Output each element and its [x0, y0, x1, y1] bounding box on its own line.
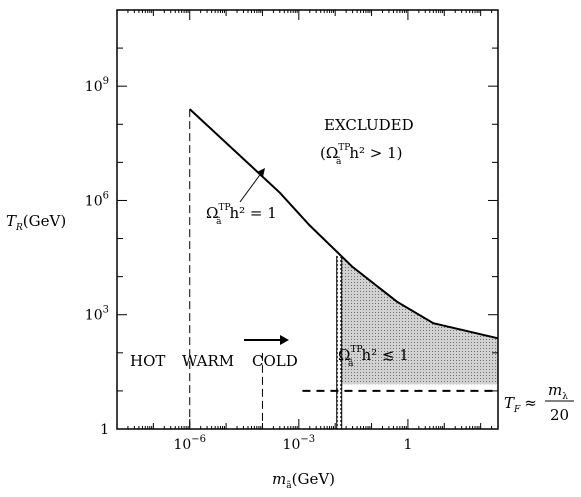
curve-label-arrow — [239, 171, 263, 203]
y-tick-label-exp: 9 — [103, 76, 109, 87]
y-tick-label-exp: 6 — [103, 190, 109, 201]
boundary-hatched-2 — [336, 255, 342, 429]
x-tick-label-base: 10 — [283, 437, 301, 453]
excluded-label: EXCLUDED — [324, 116, 414, 134]
tf-label-approx: ≈ — [524, 394, 537, 412]
curve-label: ΩTP ã h² = 1 — [206, 203, 277, 227]
shaded-label-sub: ã — [348, 358, 354, 369]
x-tick-label-exp: −3 — [300, 434, 315, 445]
tf-num-sub: λ — [562, 392, 568, 402]
y-axis-title-main: T — [6, 212, 17, 230]
tf-denominator: 20 — [550, 406, 569, 424]
shaded-label-sup: TP — [350, 345, 362, 355]
tf-numerator: mλ — [548, 381, 568, 402]
y-tick-label-base: 10 — [85, 308, 103, 324]
tf-label-sub: F — [513, 405, 521, 415]
excluded-cond-start: (Ω — [320, 144, 338, 162]
x-tick-label-base: 1 — [403, 437, 412, 453]
y-tick-label-base: 10 — [85, 79, 103, 95]
y-axis-title-sub: R — [15, 223, 23, 233]
x-tick-label: 10−3 — [283, 434, 316, 453]
y-tick-label: 1 — [100, 422, 109, 438]
x-tick-label-base: 10 — [173, 437, 191, 453]
curve-label-arrowhead — [257, 168, 265, 177]
x-tick-label: 10−6 — [173, 434, 206, 453]
x-axis-title-unit: (GeV) — [292, 470, 335, 488]
region-label-hot: HOT — [130, 352, 165, 370]
y-tick-label: 106 — [85, 190, 109, 209]
y-tick-label: 109 — [85, 76, 109, 95]
y-axis-title-unit: (GeV) — [23, 212, 66, 230]
tf-label: TF ≈ — [504, 394, 537, 415]
excluded-condition: (ΩTP ã h² > 1) — [320, 143, 403, 167]
relic-density-curve — [189, 108, 499, 340]
curve-label-sub: ã — [216, 216, 222, 227]
excluded-cond-sup: TP — [338, 143, 350, 153]
region-label-cold: COLD — [252, 352, 298, 370]
y-tick-label: 103 — [85, 305, 109, 324]
x-tick-label: 1 — [403, 437, 412, 453]
shaded-region — [338, 253, 498, 385]
tf-num-m: m — [548, 381, 562, 399]
region-label-warm: WARM — [182, 352, 234, 370]
x-axis-title-main: m — [272, 470, 286, 488]
curve-label-omega: Ω — [206, 204, 218, 222]
y-tick-label-exp: 3 — [103, 305, 109, 316]
excluded-cond-sub: ã — [336, 156, 342, 167]
cold-arrow-head — [280, 335, 289, 345]
shaded-label-omega: Ω — [338, 346, 350, 364]
x-axis-title: mã(GeV) — [272, 470, 335, 491]
plot-frame — [116, 9, 499, 430]
excluded-cond-rest: h² > 1) — [349, 144, 402, 162]
curve-label-rest: h² = 1 — [229, 204, 276, 222]
shaded-label-rest: h² ≲ 1 — [361, 346, 408, 364]
y-tick-label-base: 10 — [85, 193, 103, 209]
y-tick-label-base: 1 — [100, 422, 109, 438]
x-axis-title-sub: ã — [286, 480, 292, 491]
y-axis-title: TR(GeV) — [6, 212, 66, 233]
tf-label-t: T — [504, 394, 515, 412]
shaded-region-label: ΩTP ã h² ≲ 1 — [338, 345, 409, 369]
curve-label-sup: TP — [218, 203, 230, 213]
x-tick-label-exp: −6 — [191, 434, 206, 445]
